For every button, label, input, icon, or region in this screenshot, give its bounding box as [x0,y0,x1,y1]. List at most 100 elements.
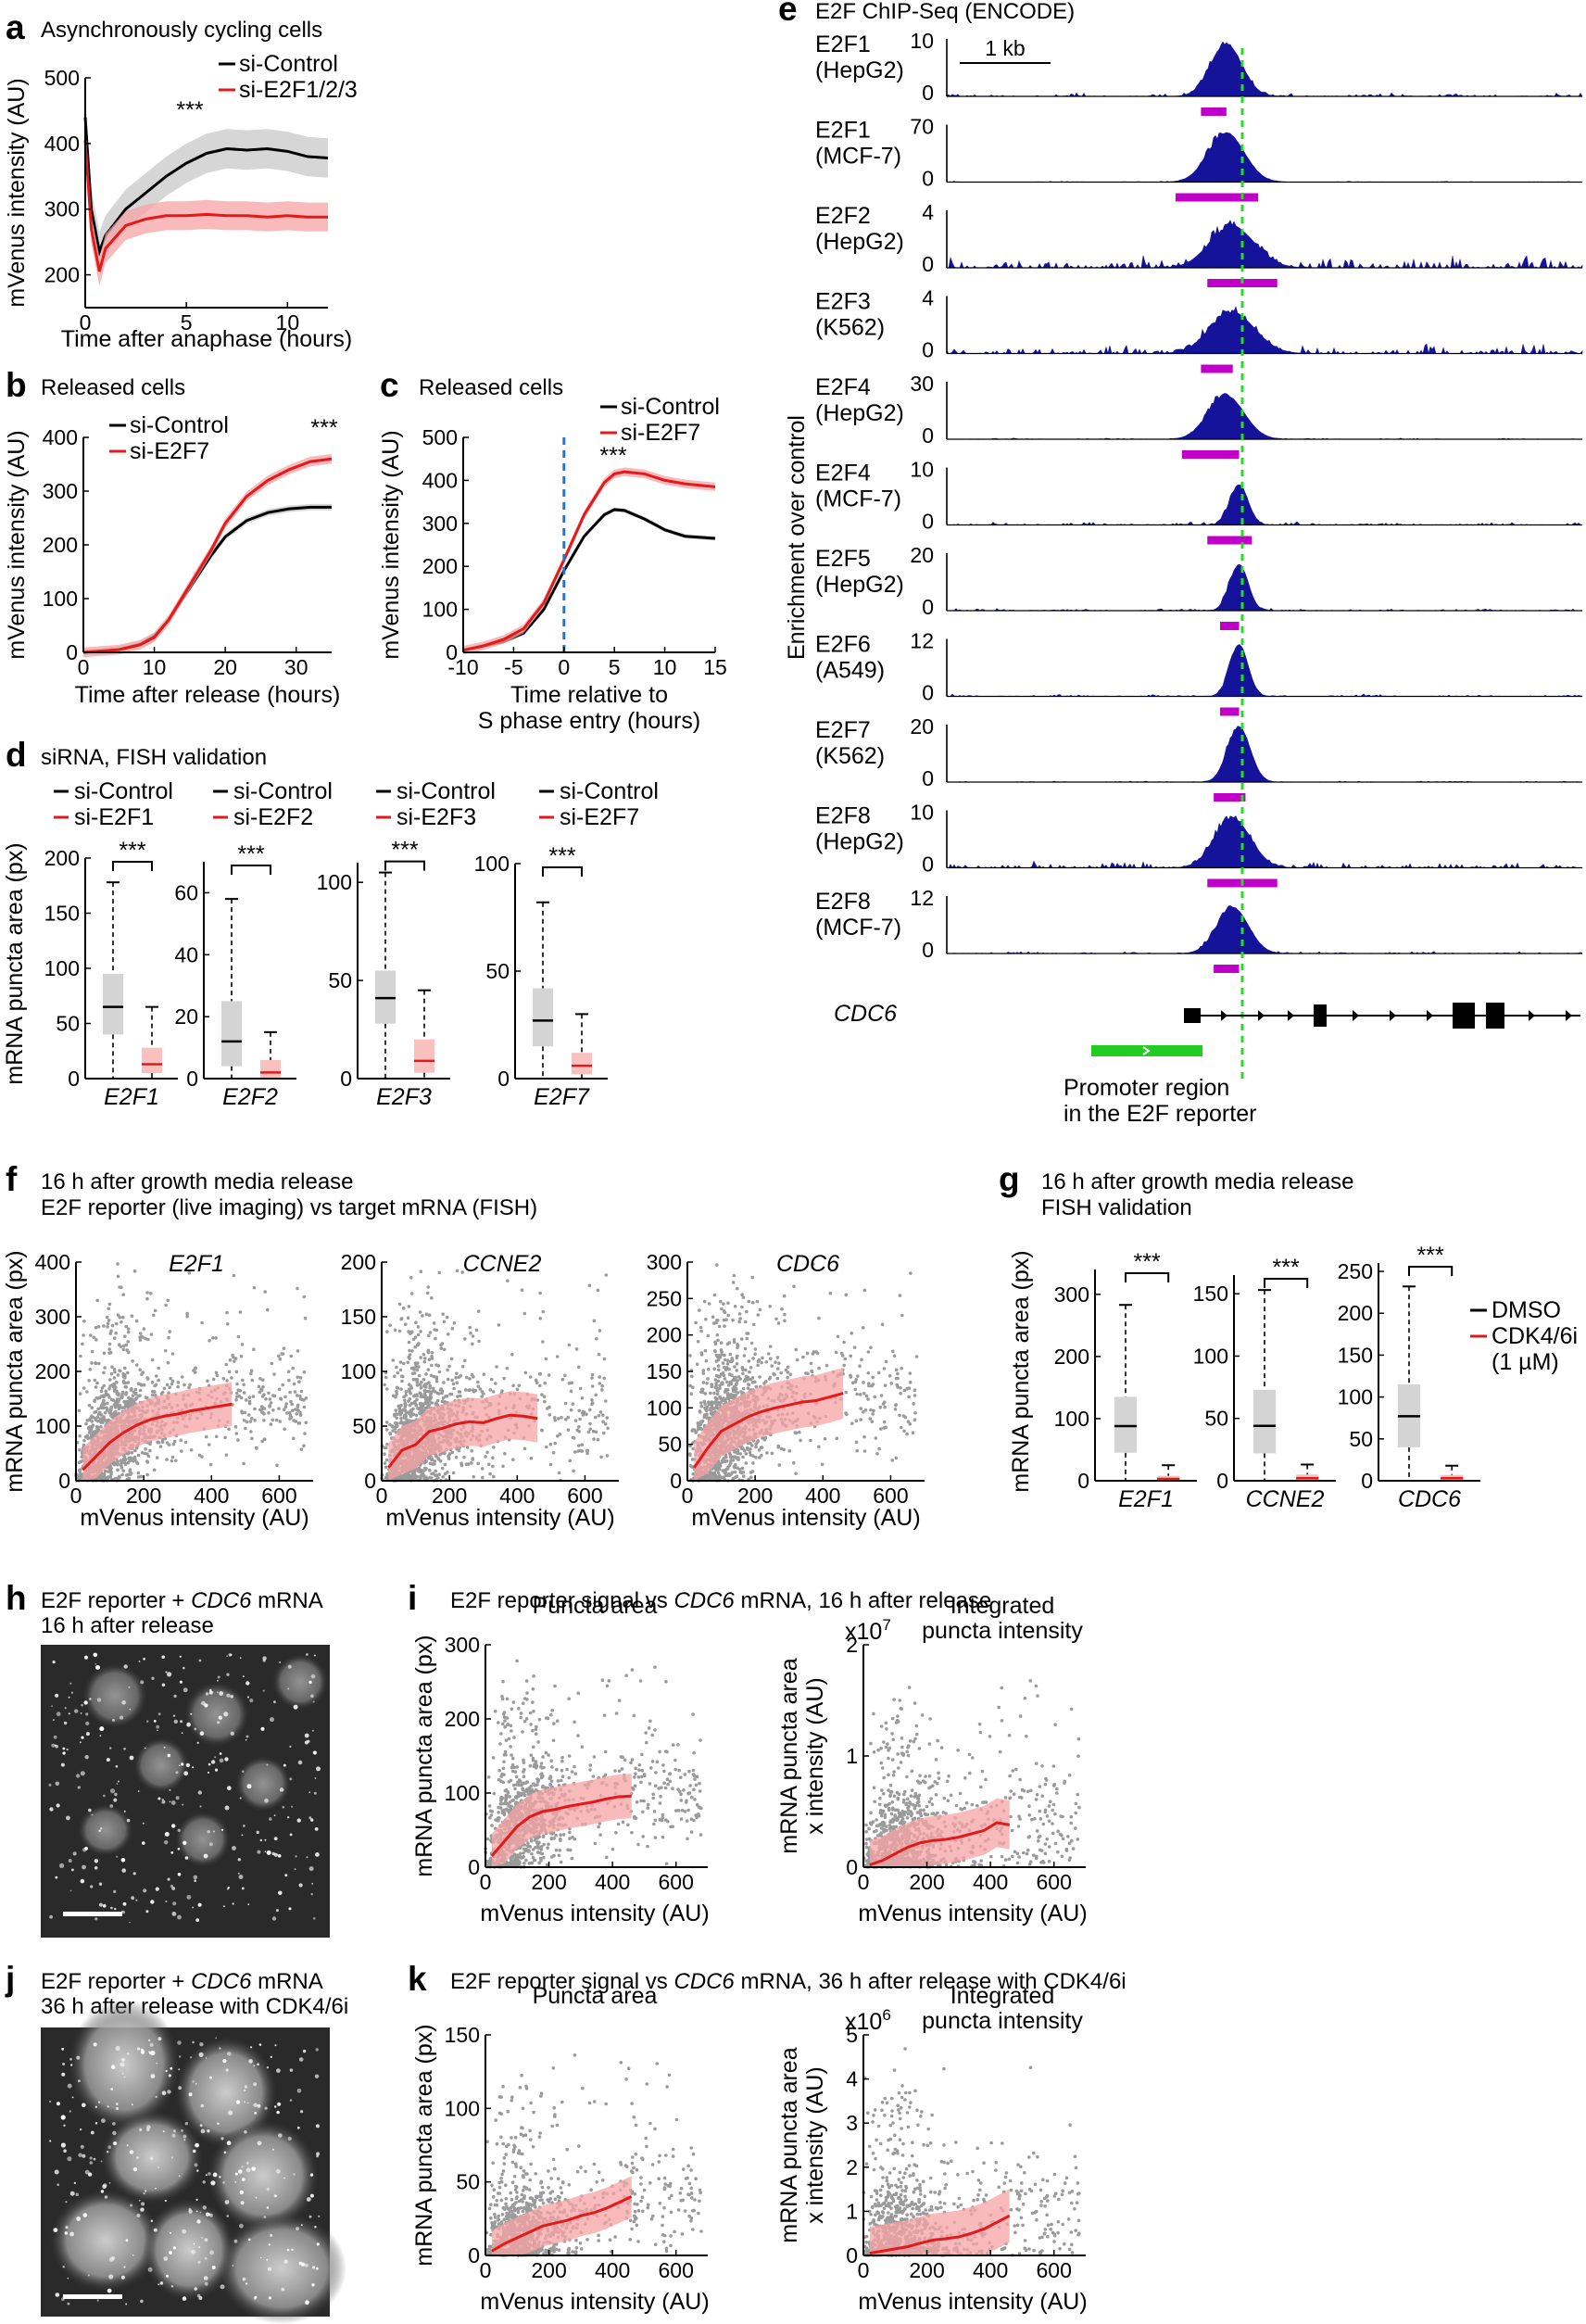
mrna-puncta [80,2144,84,2149]
mrna-puncta [85,1712,89,1716]
f0-point [234,1395,239,1399]
f1-point [455,1371,459,1375]
f0-point [109,1329,113,1333]
f1-point [438,1388,443,1392]
mrna-puncta [93,2157,96,2161]
c-x-tick-label: -10 [447,655,478,679]
mrna-puncta [222,1905,225,1908]
mrna-puncta [308,2215,312,2218]
f1-point [433,1328,436,1332]
mrna-puncta [68,1859,72,1863]
f2-point [726,1301,730,1305]
f0-point [214,1370,219,1375]
mrna-puncta [112,1718,115,1722]
f1-point [441,1312,446,1316]
mrna-puncta [164,1840,169,1845]
f0-point [94,1338,98,1342]
f1-point [452,1321,457,1325]
f1-point [541,1340,545,1344]
mrna-puncta [102,1903,107,1908]
mrna-puncta [315,1852,320,1857]
f0-point [271,1418,275,1422]
f1-point [465,1375,469,1380]
f2-point [704,1318,708,1321]
mrna-puncta [143,1888,147,1893]
f1-point [573,1419,578,1422]
mrna-puncta [274,2044,277,2047]
f1-point [384,1375,388,1380]
mrna-puncta [76,2217,82,2221]
f0-x-tick-label: 200 [126,1484,161,1508]
mrna-puncta [232,1846,236,1850]
panel-letter-c: c [380,366,399,404]
f0-point [130,1314,134,1318]
mrna-puncta [314,1777,317,1779]
f0-point [211,1336,215,1340]
mrna-puncta [275,2194,278,2197]
f2-point [751,1357,755,1360]
f0-point [183,1440,188,1445]
mrna-puncta [69,2191,75,2196]
mrna-puncta [266,1850,271,1855]
mrna-puncta [170,1884,173,1888]
f0-point [130,1451,134,1455]
mrna-puncta [87,2172,93,2177]
d0-significance: *** [119,838,145,864]
f0-point [108,1384,112,1388]
panel-e-title: E2F ChIP-Seq (ENCODE) [815,0,1075,24]
d3-box-si-Control [533,988,553,1047]
f0-point [208,1339,211,1343]
f1-point [409,1384,413,1388]
mrna-puncta [316,2154,319,2158]
mrna-puncta [48,1783,52,1787]
f1-point [407,1410,410,1414]
f0-point [296,1405,300,1408]
f1-point [476,1380,480,1384]
f0-point [116,1392,120,1396]
f1-point [495,1365,498,1369]
f1-point [510,1353,514,1357]
f1-point [415,1368,420,1372]
g1-significance: *** [1273,1255,1300,1281]
f0-point [243,1410,247,1415]
f1-point [594,1430,598,1434]
f0-point [114,1409,118,1414]
b-significance: *** [310,415,337,441]
mrna-puncta [253,2082,258,2087]
mrna-puncta [157,1797,161,1800]
mrna-puncta [177,2040,182,2045]
f0-point [162,1386,167,1391]
mrna-puncta [64,1707,67,1710]
mrna-puncta [281,2287,285,2292]
f0-point [255,1446,258,1450]
mrna-puncta [310,1674,316,1679]
f2-point [712,1349,717,1353]
f0-point [97,1361,101,1366]
f2-point [855,1392,859,1396]
mrna-puncta [110,2088,113,2090]
f1-point [403,1405,408,1409]
mrna-puncta [241,1887,245,1890]
f1-point [396,1386,400,1390]
f2-point [733,1365,736,1369]
f1-point [395,1392,399,1396]
f1-point [577,1408,581,1413]
f1-point [480,1395,484,1398]
f0-point [236,1334,241,1339]
f1-point [575,1428,579,1433]
mrna-puncta [203,1853,208,1859]
mrna-puncta [141,2048,144,2052]
mrna-puncta [182,2229,187,2234]
f1-point [393,1374,396,1379]
f1-point [443,1471,447,1476]
f1-point [420,1394,423,1397]
f1-point [488,1471,492,1476]
f1-point [596,1437,600,1442]
f1-point [580,1396,585,1400]
f0-point [289,1354,294,1358]
f0-point [126,1330,131,1334]
mrna-puncta [215,2037,218,2040]
g-legend-label: (1 µM) [1492,1349,1559,1375]
f0-point [280,1352,283,1356]
f0-point [106,1325,109,1329]
